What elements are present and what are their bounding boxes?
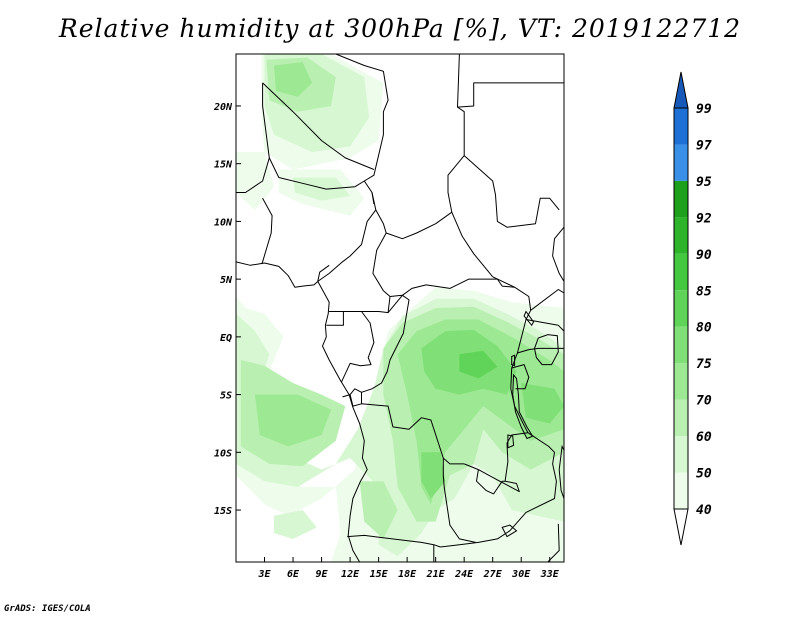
humidity-region-3 (274, 62, 313, 97)
legend-label: 80 (696, 321, 712, 336)
country-border-27 (326, 311, 344, 326)
country-border-11 (463, 155, 560, 228)
x-tick-label: 12E (341, 569, 360, 580)
legend-bar-outline (673, 107, 689, 510)
country-border-30 (317, 264, 330, 282)
lake-outline-3 (507, 434, 515, 449)
y-tick-label: 5S (220, 391, 232, 402)
country-border-20 (464, 432, 528, 493)
country-border-12 (552, 226, 564, 282)
country-border-13 (492, 276, 515, 288)
page-title: Relative humidity at 300hPa [%], VT: 201… (58, 14, 742, 43)
x-tick-label: 15E (370, 569, 389, 580)
legend-swatch (674, 290, 688, 327)
country-border-28 (341, 311, 375, 383)
legend-swatch (674, 108, 688, 145)
legend-swatch (674, 399, 688, 437)
humidity-region-4 (236, 152, 274, 210)
geography-layer (236, 54, 564, 562)
lake-outline-6 (511, 354, 516, 367)
humidity-region-6 (293, 177, 351, 201)
humidity-region-10 (255, 394, 332, 447)
country-border-31 (476, 469, 506, 495)
humidity-region-18 (274, 510, 317, 539)
x-tick-label: 27E (483, 569, 503, 580)
lake-outline-2 (512, 373, 534, 440)
legend-label: 92 (696, 211, 712, 226)
lake-outline-0 (533, 334, 559, 366)
lake-outline-1 (523, 310, 535, 327)
legend-label: 95 (696, 175, 712, 190)
color-legend: 40 50 60 70 75 80 85 90 92 95 97 99 (673, 71, 712, 546)
x-tick-label: 3E (257, 569, 271, 580)
legend-label: 50 (696, 467, 712, 482)
legend-label: 97 (696, 138, 712, 153)
country-border-3 (268, 157, 375, 205)
legend-swatch (674, 253, 688, 291)
country-border-29 (361, 294, 410, 393)
humidity-region-17 (359, 481, 398, 539)
legend-swatch (674, 217, 688, 254)
country-border-19 (442, 457, 476, 543)
x-tick-label: 30E (511, 569, 531, 580)
x-tick-label: 6E (287, 569, 300, 580)
x-tick-label: 9E (316, 569, 329, 580)
legend-label: 99 (696, 102, 712, 117)
country-border-6 (375, 209, 494, 278)
y-tick-label: 5N (220, 275, 233, 286)
y-tick-label: 20N (213, 102, 233, 113)
y-tick-label: EQ (220, 333, 232, 344)
humidity-region-15 (459, 350, 498, 379)
lake-outline-5 (501, 524, 518, 538)
y-tick-label: 15N (214, 160, 233, 171)
country-border-22 (349, 388, 362, 404)
country-border-23 (342, 394, 354, 407)
country-border-24 (347, 534, 441, 548)
country-border-4 (261, 198, 273, 265)
legend-swatch (674, 180, 688, 218)
x-tick-label: 21E (426, 569, 446, 580)
y-tick-label: 10S (214, 448, 232, 459)
humidity-region-16 (421, 452, 446, 499)
legend-swatch-below (673, 508, 689, 546)
legend-label: 90 (696, 248, 712, 263)
legend-swatch (674, 363, 688, 400)
grads-credit: GrADS: IGES/COLA (4, 604, 91, 614)
humidity-region-14 (521, 383, 564, 424)
legend-label: 75 (696, 357, 712, 372)
x-tick-label: 18E (398, 569, 417, 580)
legend-label: 60 (696, 430, 712, 445)
country-border-2 (236, 82, 270, 193)
legend-label: 85 (696, 284, 712, 299)
y-tick-label: 15S (214, 506, 232, 517)
country-border-26 (547, 523, 560, 562)
legend-swatch (674, 436, 688, 473)
country-border-14 (530, 289, 564, 311)
legend-label: 40 (696, 503, 712, 518)
x-tick-label: 33E (540, 569, 560, 580)
legend-swatch (674, 472, 688, 509)
country-border-16 (517, 347, 564, 354)
country-border-15 (525, 319, 564, 332)
legend-swatch (674, 326, 688, 364)
map-frame (235, 53, 565, 563)
legend-swatch-above (673, 71, 689, 109)
country-border-17 (511, 364, 530, 390)
country-border-0 (335, 54, 389, 182)
country-border-5 (317, 192, 377, 282)
legend-label: 70 (696, 394, 712, 409)
coastline-0 (236, 261, 368, 562)
map-axes: 3E 6E 9E 12E 15E 18E 21E 24E 27E 30E 33E 20N 15N 10N 5… (213, 102, 560, 580)
country-border-1 (262, 82, 375, 170)
x-tick-label: 24E (454, 569, 474, 580)
y-tick-label: 10N (214, 217, 233, 228)
country-border-21 (352, 403, 444, 459)
country-border-10 (457, 82, 564, 108)
legend-swatch (674, 144, 688, 181)
